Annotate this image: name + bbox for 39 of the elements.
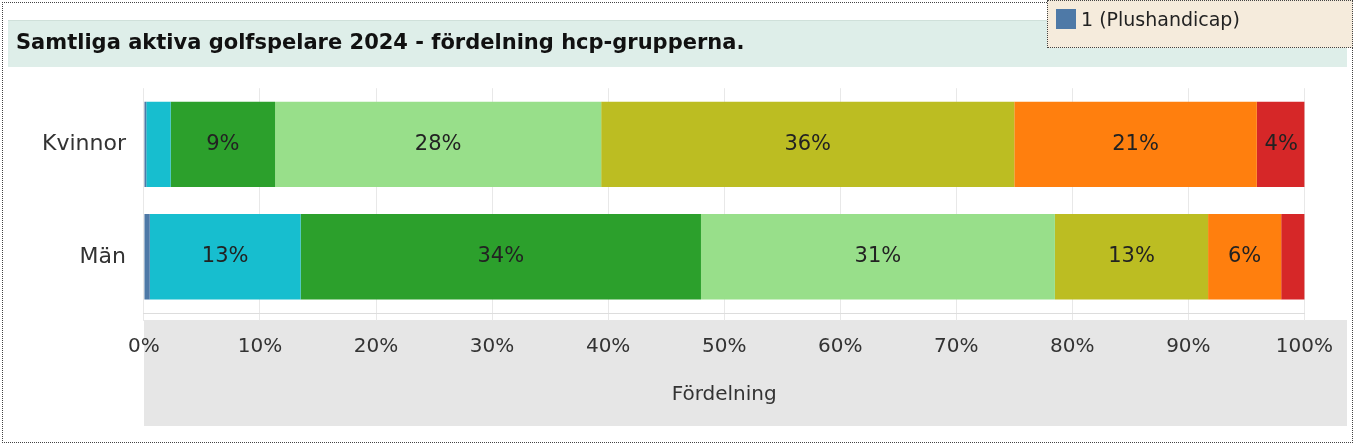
bar	[149, 214, 301, 300]
bar	[275, 101, 602, 188]
x-axis-title: Fördelning	[671, 381, 777, 406]
data-label: 4%	[1264, 130, 1298, 155]
x-tick-label: 100%	[1275, 333, 1333, 358]
legend-label: 1 (Plushandicap)	[1081, 8, 1240, 30]
x-tick-label: 60%	[818, 333, 863, 358]
data-label: 13%	[201, 243, 249, 268]
data-label: 31%	[854, 243, 902, 268]
bar	[144, 214, 150, 300]
data-label: 13%	[1108, 243, 1155, 268]
x-tick-label: 30%	[469, 333, 515, 358]
bar	[601, 101, 1015, 188]
bar	[170, 101, 276, 188]
bar	[1014, 101, 1257, 188]
bar	[146, 101, 171, 188]
data-label: 28%	[414, 130, 462, 155]
data-label: 21%	[1112, 130, 1159, 155]
x-tick-label: 50%	[701, 333, 747, 358]
x-tick-label: 80%	[1050, 333, 1095, 358]
y-tick-label: Kvinnor	[42, 130, 127, 156]
bar	[1208, 214, 1282, 300]
x-tick-label: 10%	[237, 333, 283, 358]
chart-title: Samtliga aktiva golfspelare 2024 - fördelning hcp-grupperna.	[16, 30, 745, 54]
bar	[1054, 214, 1209, 300]
bar	[1281, 214, 1305, 300]
x-tick-label: 0%	[128, 333, 160, 358]
data-label: 6%	[1227, 243, 1262, 268]
x-tick-label: 70%	[934, 333, 979, 358]
x-tick-label: 40%	[585, 333, 631, 358]
data-label: 36%	[784, 130, 832, 155]
x-tick-label: 20%	[353, 333, 399, 358]
data-label: 34%	[477, 243, 525, 268]
x-tick-label: 90%	[1166, 333, 1211, 358]
bar	[300, 214, 701, 300]
bar	[700, 214, 1055, 300]
y-tick-label: Män	[79, 242, 126, 268]
data-label: 9%	[206, 130, 240, 155]
bar	[1256, 101, 1305, 188]
